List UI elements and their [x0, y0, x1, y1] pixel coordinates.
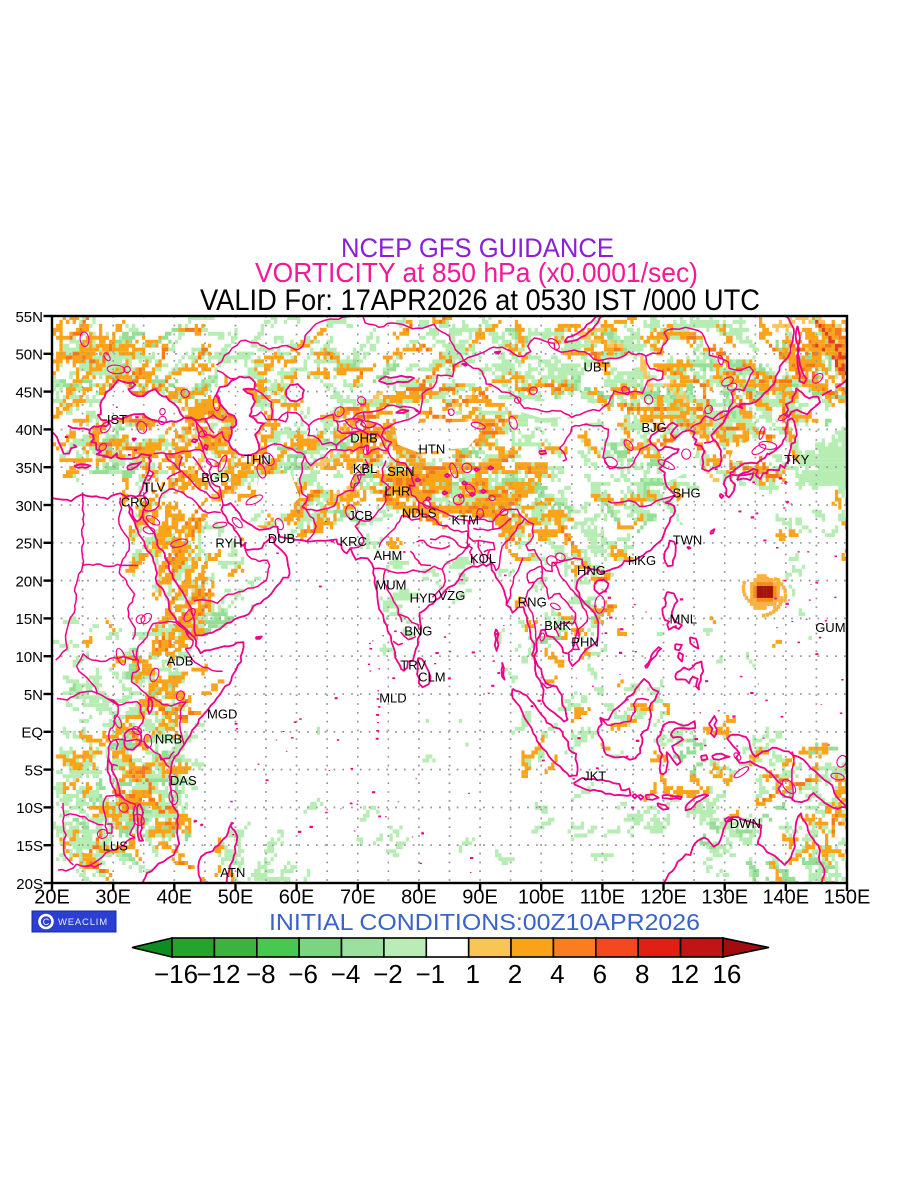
- svg-text:30N: 30N: [15, 498, 43, 515]
- svg-text:−1: −1: [415, 959, 445, 989]
- svg-text:35N: 35N: [15, 460, 43, 477]
- svg-text:LHR: LHR: [384, 483, 410, 498]
- svg-text:1: 1: [465, 959, 479, 989]
- svg-text:−2: −2: [373, 959, 403, 989]
- svg-text:RNG: RNG: [518, 594, 547, 609]
- svg-text:BJG: BJG: [642, 420, 667, 435]
- svg-text:−16: −16: [154, 959, 198, 989]
- svg-text:BGD: BGD: [201, 470, 229, 485]
- svg-text:MUM: MUM: [375, 578, 406, 593]
- svg-text:130E: 130E: [701, 887, 748, 909]
- svg-text:2: 2: [508, 959, 522, 989]
- svg-text:−8: −8: [246, 959, 276, 989]
- svg-text:6: 6: [593, 959, 607, 989]
- svg-text:KTM: KTM: [452, 512, 479, 527]
- svg-text:KRC: KRC: [340, 534, 367, 549]
- svg-text:20S: 20S: [16, 876, 43, 893]
- svg-text:50N: 50N: [15, 347, 43, 364]
- svg-text:−12: −12: [196, 959, 240, 989]
- svg-text:UBT: UBT: [584, 360, 610, 375]
- svg-text:JCB: JCB: [348, 508, 373, 523]
- svg-text:THN: THN: [244, 452, 271, 467]
- svg-text:AHM: AHM: [374, 548, 403, 563]
- svg-text:DAS: DAS: [170, 773, 197, 788]
- svg-text:25N: 25N: [15, 536, 43, 553]
- svg-text:INITIAL CONDITIONS:00Z10APR202: INITIAL CONDITIONS:00Z10APR2026: [269, 909, 700, 935]
- svg-text:HTN: HTN: [419, 441, 446, 456]
- svg-text:BNK: BNK: [544, 618, 571, 633]
- svg-text:8: 8: [635, 959, 649, 989]
- svg-text:GUM: GUM: [815, 620, 845, 635]
- svg-text:LUS: LUS: [103, 838, 129, 853]
- svg-text:−4: −4: [331, 959, 361, 989]
- svg-text:KBL: KBL: [353, 461, 378, 476]
- svg-text:SRN: SRN: [387, 464, 414, 479]
- svg-text:DUB: DUB: [268, 531, 295, 546]
- svg-text:DHB: DHB: [350, 430, 377, 445]
- svg-text:50E: 50E: [218, 887, 254, 909]
- svg-text:15S: 15S: [16, 838, 43, 855]
- svg-text:WEACLIM: WEACLIM: [58, 917, 108, 928]
- svg-text:CRO: CRO: [121, 495, 150, 510]
- svg-text:140E: 140E: [762, 887, 809, 909]
- svg-text:EQ: EQ: [21, 725, 43, 742]
- svg-text:MGD: MGD: [207, 706, 237, 721]
- svg-text:TWN: TWN: [673, 533, 703, 548]
- svg-text:ATN: ATN: [220, 865, 245, 880]
- svg-text:90E: 90E: [462, 887, 498, 909]
- svg-text:70E: 70E: [340, 887, 376, 909]
- svg-text:TKY: TKY: [784, 452, 810, 467]
- svg-text:80E: 80E: [401, 887, 437, 909]
- svg-text:HKG: HKG: [628, 553, 656, 568]
- svg-text:TLV: TLV: [142, 479, 165, 494]
- svg-text:CLM: CLM: [418, 669, 445, 684]
- svg-text:SHG: SHG: [673, 486, 701, 501]
- svg-text:45N: 45N: [15, 384, 43, 401]
- svg-text:20E: 20E: [34, 887, 70, 909]
- svg-text:MLD: MLD: [379, 690, 406, 705]
- svg-text:10N: 10N: [15, 649, 43, 666]
- svg-text:NCEP GFS GUIDANCE: NCEP GFS GUIDANCE: [341, 233, 614, 263]
- svg-text:150E: 150E: [824, 887, 871, 909]
- svg-text:120E: 120E: [640, 887, 687, 909]
- svg-text:VZG: VZG: [439, 588, 466, 603]
- svg-text:VALID For: 17APR2026 at 0530 I: VALID For: 17APR2026 at 0530 IST /000 UT…: [200, 284, 760, 317]
- svg-text:PHN: PHN: [571, 634, 598, 649]
- svg-text:40E: 40E: [157, 887, 193, 909]
- svg-text:−6: −6: [288, 959, 318, 989]
- svg-text:NRB: NRB: [155, 732, 182, 747]
- svg-text:4: 4: [550, 959, 564, 989]
- svg-text:C: C: [43, 917, 50, 927]
- svg-text:20N: 20N: [15, 573, 43, 590]
- svg-text:5S: 5S: [25, 762, 43, 779]
- svg-text:15N: 15N: [15, 611, 43, 628]
- svg-text:110E: 110E: [580, 887, 625, 909]
- svg-text:30E: 30E: [95, 887, 131, 909]
- svg-text:JKT: JKT: [583, 769, 606, 784]
- svg-text:HNG: HNG: [577, 563, 606, 578]
- svg-text:5N: 5N: [24, 687, 43, 704]
- svg-text:RYH: RYH: [215, 536, 242, 551]
- svg-text:MNL: MNL: [670, 611, 697, 626]
- svg-text:NDLS: NDLS: [402, 505, 437, 520]
- svg-text:12: 12: [670, 959, 699, 989]
- svg-text:VORTICITY at 850 hPa (x0.0001/: VORTICITY at 850 hPa (x0.0001/sec): [255, 257, 698, 288]
- svg-text:HYD: HYD: [410, 590, 437, 605]
- svg-text:40N: 40N: [15, 422, 43, 439]
- svg-text:IST: IST: [107, 412, 127, 427]
- svg-text:DWN: DWN: [730, 816, 761, 831]
- svg-text:60E: 60E: [279, 887, 315, 909]
- svg-text:16: 16: [712, 959, 741, 989]
- svg-text:ADB: ADB: [167, 654, 194, 669]
- svg-text:TRV: TRV: [400, 658, 426, 673]
- svg-text:10S: 10S: [16, 800, 43, 817]
- svg-text:100E: 100E: [518, 887, 565, 909]
- svg-text:KOL: KOL: [470, 551, 496, 566]
- svg-text:55N: 55N: [15, 309, 43, 326]
- svg-text:BNG: BNG: [404, 624, 432, 639]
